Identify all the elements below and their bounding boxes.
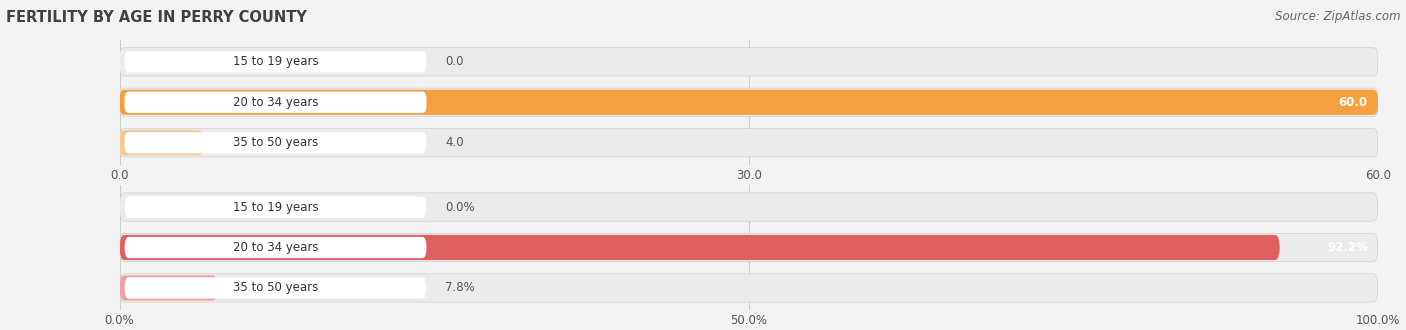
FancyBboxPatch shape bbox=[120, 129, 1378, 157]
FancyBboxPatch shape bbox=[120, 48, 1378, 76]
Text: 0.0: 0.0 bbox=[446, 55, 464, 68]
FancyBboxPatch shape bbox=[120, 88, 1378, 116]
Text: 20 to 34 years: 20 to 34 years bbox=[233, 96, 318, 109]
Text: 20 to 34 years: 20 to 34 years bbox=[233, 241, 318, 254]
Text: 0.0%: 0.0% bbox=[446, 201, 475, 214]
FancyBboxPatch shape bbox=[120, 130, 204, 155]
Text: 60.0: 60.0 bbox=[1339, 96, 1368, 109]
FancyBboxPatch shape bbox=[125, 277, 426, 299]
FancyBboxPatch shape bbox=[120, 274, 1378, 302]
FancyBboxPatch shape bbox=[120, 90, 1378, 115]
FancyBboxPatch shape bbox=[125, 196, 426, 218]
Text: FERTILITY BY AGE IN PERRY COUNTY: FERTILITY BY AGE IN PERRY COUNTY bbox=[6, 10, 307, 25]
FancyBboxPatch shape bbox=[125, 132, 426, 153]
Text: 35 to 50 years: 35 to 50 years bbox=[233, 136, 318, 149]
Text: 35 to 50 years: 35 to 50 years bbox=[233, 281, 318, 294]
FancyBboxPatch shape bbox=[125, 92, 426, 113]
Text: 15 to 19 years: 15 to 19 years bbox=[233, 55, 318, 68]
FancyBboxPatch shape bbox=[125, 51, 426, 73]
FancyBboxPatch shape bbox=[125, 237, 426, 258]
Text: 92.2%: 92.2% bbox=[1327, 241, 1368, 254]
FancyBboxPatch shape bbox=[120, 235, 1279, 260]
FancyBboxPatch shape bbox=[120, 193, 1378, 221]
FancyBboxPatch shape bbox=[120, 233, 1378, 262]
Text: 4.0: 4.0 bbox=[446, 136, 464, 149]
FancyBboxPatch shape bbox=[120, 276, 218, 301]
Text: 15 to 19 years: 15 to 19 years bbox=[233, 201, 318, 214]
Text: 7.8%: 7.8% bbox=[446, 281, 475, 294]
Text: Source: ZipAtlas.com: Source: ZipAtlas.com bbox=[1275, 10, 1400, 23]
